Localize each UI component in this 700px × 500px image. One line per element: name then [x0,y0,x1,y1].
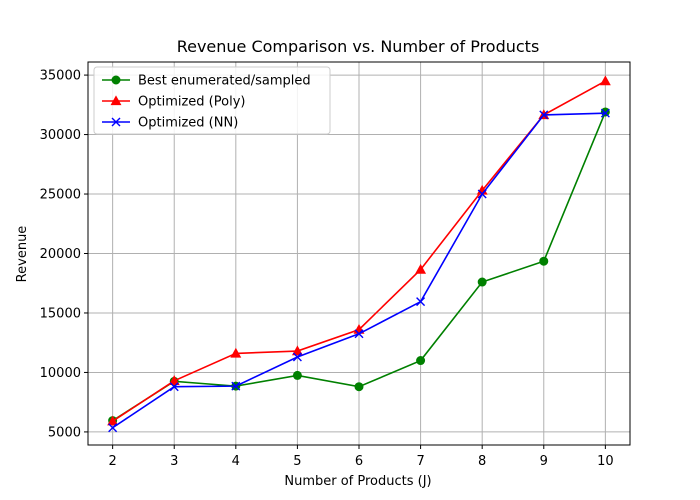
x-tick-label: 5 [293,454,301,469]
data-point-stroke [477,189,487,199]
legend-item: Optimized (Poly) [102,95,245,110]
series-3 [108,108,610,433]
data-point [539,110,549,120]
legend-swatch-marker [110,95,122,106]
data-point [292,370,302,380]
data-point [230,347,242,358]
data-point [108,423,118,433]
data-point [291,345,303,356]
y-tick-label: 20000 [40,247,81,262]
chart-title: Revenue Comparison vs. Number of Product… [177,37,540,56]
x-tick-label: 4 [232,454,240,469]
x-tick-label: 6 [355,454,363,469]
x-tick-label: 10 [597,454,614,469]
legend-label: Optimized (Poly) [138,95,245,110]
y-tick-label: 10000 [40,366,81,381]
x-tick-label: 8 [478,454,486,469]
legend: Best enumerated/sampled Optimized (Poly) O… [93,66,331,135]
legend-label: Optimized (NN) [138,116,238,131]
y-tick-label: 15000 [40,306,81,321]
series-layer [107,75,611,433]
axis-ticks: 2 3 4 5 6 7 8 9 10 5000 10000 15000 20000 25000 30000 3… [40,69,614,469]
data-point [599,75,611,86]
data-point [415,263,427,274]
legend-swatch-marker [111,75,121,85]
legend-item: Best enumerated/sampled [102,74,311,89]
data-point-stroke [354,329,364,339]
data-point [600,107,610,117]
data-point-stroke [108,423,118,433]
legend-box [93,66,331,135]
data-point [477,277,487,287]
data-point [416,356,426,366]
data-point-stroke [292,352,302,362]
data-point-stroke [416,297,426,307]
x-tick-label: 3 [170,454,178,469]
y-axis-label: Revenue [15,226,30,283]
data-point [168,375,180,385]
data-point-stroke [231,381,241,391]
data-point-stroke [539,110,549,120]
data-point-stroke [169,382,179,392]
y-tick-label: 30000 [40,128,81,143]
data-point [600,108,610,118]
y-tick-label: 25000 [40,188,81,203]
x-tick-label: 9 [540,454,548,469]
legend-swatch-marker [111,117,121,127]
x-axis-label: Number of Products (J) [284,474,431,489]
x-tick-label: 7 [416,454,424,469]
data-point [354,329,364,339]
data-point [416,297,426,307]
data-point [354,382,364,392]
data-point [169,382,179,392]
y-tick-label: 5000 [48,425,81,440]
data-point [292,352,302,362]
legend-item: Optimized (NN) [102,116,238,131]
legend-label: Best enumerated/sampled [138,74,311,89]
data-point-stroke [600,108,610,118]
x-tick-label: 2 [108,454,116,469]
data-point [107,415,119,426]
legend-swatch-marker-stroke [111,117,121,127]
y-tick-label: 35000 [40,69,81,84]
data-point [231,381,241,391]
data-point [477,189,487,199]
data-point [539,256,549,266]
